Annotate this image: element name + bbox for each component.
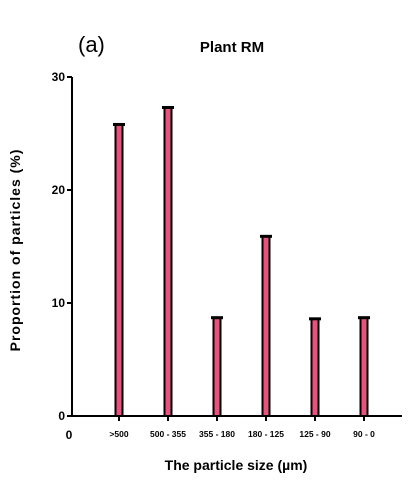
x-tick-label: 355 - 180 [199, 429, 235, 439]
bar [212, 316, 222, 417]
bars-layer [113, 106, 370, 418]
y-tick-label: 0 [58, 409, 65, 423]
y-ticks-layer: 0 10 20 30 [52, 70, 72, 423]
chart-title: Plant RM [200, 39, 264, 56]
axes-layer [71, 77, 402, 417]
panel-label: (a) [78, 32, 105, 57]
bar [261, 235, 271, 417]
bar [163, 106, 173, 417]
origin-label: 0 [66, 428, 73, 442]
x-axis-label: The particle size (µm) [165, 457, 308, 473]
bar [310, 317, 320, 418]
x-ticks-layer: >500 500 - 355 355 - 180 180 - 125 125 - 90 9… [109, 416, 375, 439]
x-tick-label: 125 - 90 [299, 429, 330, 439]
x-tick-label: 90 - 0 [353, 429, 375, 439]
y-axis-label: Proportion of particles (%) [7, 149, 23, 352]
y-tick-label: 30 [52, 70, 66, 84]
bar [359, 316, 369, 417]
x-tick-label: 180 - 125 [248, 429, 284, 439]
x-tick-label: 500 - 355 [150, 429, 186, 439]
bar [114, 123, 124, 418]
y-tick-label: 10 [52, 296, 66, 310]
x-tick-label: >500 [109, 429, 128, 439]
y-tick-label: 20 [52, 183, 66, 197]
